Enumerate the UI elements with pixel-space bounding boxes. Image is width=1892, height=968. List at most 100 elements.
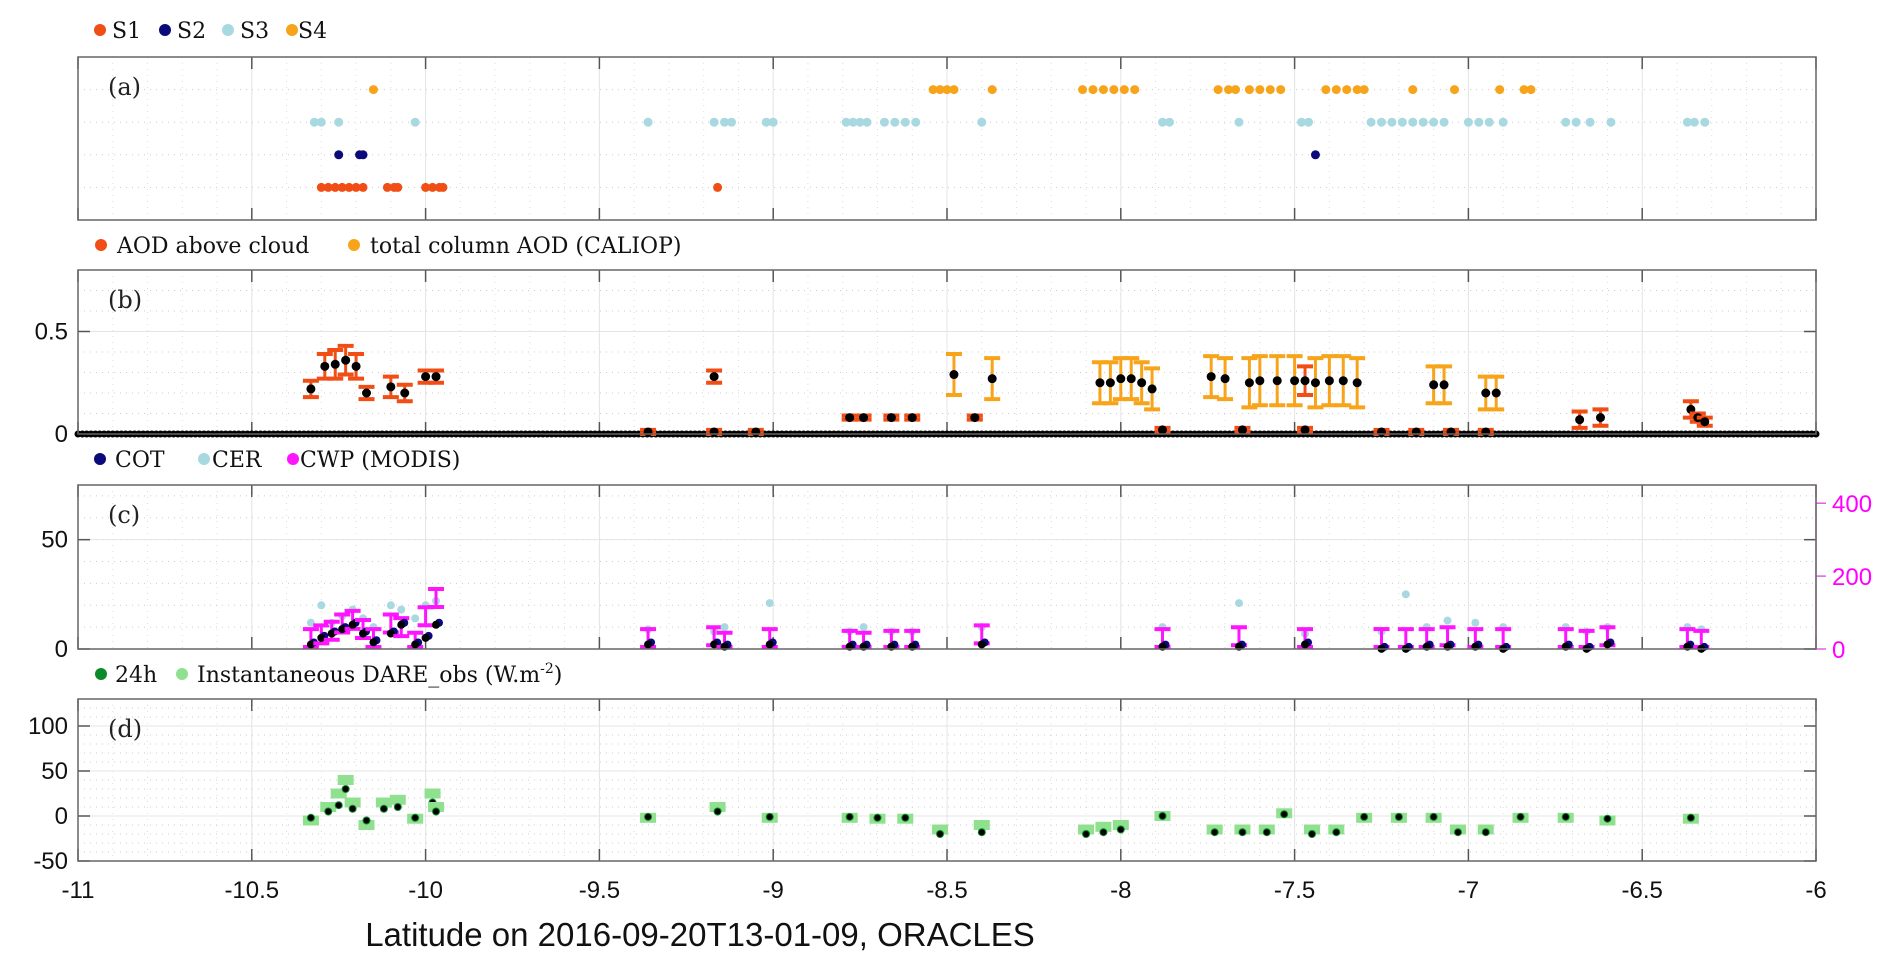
point-s1 — [421, 182, 431, 192]
point-aod — [1206, 372, 1216, 382]
point-aod — [949, 370, 959, 380]
point-instantaneous — [389, 794, 406, 805]
point-s1 — [344, 182, 354, 192]
point-cer — [317, 601, 326, 610]
point-s4 — [1408, 85, 1418, 95]
point-24h-mean — [1263, 829, 1270, 836]
point-s3 — [1377, 117, 1386, 127]
point-cot-mean — [421, 633, 430, 642]
panel-label: (d) — [108, 715, 142, 743]
point-24h-mean — [335, 802, 342, 809]
point-s4 — [368, 85, 378, 95]
legend-marker-instantaneous — [176, 668, 188, 680]
point-24h-mean — [349, 805, 356, 812]
legend-label-24h: 24h — [115, 663, 157, 688]
point-s3 — [1606, 117, 1616, 127]
point-s3 — [855, 117, 865, 127]
point-24h-mean — [1687, 814, 1694, 821]
point-s4 — [1130, 85, 1140, 95]
point-s4 — [1449, 85, 1459, 95]
legend-label-s2: S2 — [177, 19, 206, 44]
point-s3 — [848, 117, 858, 127]
point-s4 — [949, 85, 959, 95]
point-s4 — [928, 85, 938, 95]
point-s4 — [1224, 85, 1234, 95]
point-cer — [720, 623, 729, 632]
point-24h-mean — [1281, 811, 1288, 818]
point-s3 — [1585, 117, 1595, 127]
point-cer — [397, 605, 406, 614]
panel-label: (a) — [108, 73, 141, 101]
point-s4 — [1265, 85, 1275, 95]
x-tick-label: -10 — [408, 877, 443, 904]
point-s3 — [879, 117, 889, 127]
point-s4 — [1331, 85, 1341, 95]
point-aod — [709, 372, 719, 382]
point-aod — [1324, 376, 1334, 386]
point-instantaneous — [337, 775, 354, 785]
y-tick-label: 50 — [41, 527, 68, 554]
point-s3 — [1474, 117, 1484, 127]
legend-label-s3: S3 — [240, 19, 269, 44]
point-s3 — [1164, 117, 1174, 127]
point-s1 — [351, 182, 361, 192]
legend-b: AOD above cloud total column AOD (CALIOP… — [95, 234, 681, 259]
point-cot-mean — [977, 640, 986, 649]
point-instantaneous — [344, 797, 361, 808]
point-24h-mean — [433, 808, 440, 815]
point-aod — [306, 384, 316, 394]
x-tick-label: -6.5 — [1622, 877, 1663, 904]
legend-marker-cot — [94, 453, 106, 465]
legend-marker-cwp — [287, 453, 299, 465]
point-24h-mean — [363, 817, 370, 824]
legend-label-exponent: -2 — [540, 661, 554, 677]
point-instantaneous — [1078, 824, 1095, 835]
x-tick-label: -9 — [763, 877, 784, 904]
point-24h-mean — [902, 814, 909, 821]
point-instantaneous — [932, 824, 949, 835]
point-aod — [320, 361, 330, 371]
point-s3 — [1429, 117, 1439, 127]
point-s4 — [935, 85, 945, 95]
point-cot-mean — [432, 620, 441, 629]
axes-frame — [77, 484, 1817, 650]
point-aod — [1310, 378, 1320, 388]
point-cer — [306, 618, 315, 627]
point-instantaneous — [1112, 820, 1129, 830]
point-cot-mean — [317, 633, 326, 642]
x-tick-label: -10.5 — [224, 877, 279, 904]
legend-c: COT CER CWP (MODIS) — [94, 448, 460, 473]
point-s4 — [1342, 85, 1352, 95]
point-s3 — [890, 117, 900, 127]
point-aod — [421, 372, 431, 382]
point-aod — [643, 427, 653, 437]
point-aod — [1105, 378, 1115, 388]
point-s1 — [330, 182, 340, 192]
point-s1 — [337, 182, 347, 192]
point-s1 — [323, 182, 333, 192]
point-aod — [1700, 417, 1710, 427]
point-24h-mean — [1100, 829, 1107, 836]
point-24h-mean — [874, 814, 881, 821]
point-aod — [1595, 413, 1605, 423]
point-s3 — [1571, 117, 1581, 127]
point-s3 — [900, 117, 910, 127]
point-s1 — [438, 182, 448, 192]
legend-marker-total-aod — [348, 239, 360, 251]
point-s1 — [382, 182, 392, 192]
point-s3 — [1234, 117, 1244, 127]
point-cot-mean — [1603, 640, 1612, 649]
point-s4 — [1088, 85, 1098, 95]
point-aod — [1429, 380, 1439, 390]
point-s4 — [942, 85, 952, 95]
point-aod — [1220, 374, 1230, 384]
point-s3 — [1561, 117, 1571, 127]
legend-marker-s3 — [222, 24, 234, 36]
point-aod — [1137, 378, 1147, 388]
point-s3 — [410, 117, 420, 127]
point-24h-mean — [1454, 829, 1461, 836]
legend-label-close: ) — [554, 663, 563, 688]
y2-tick-label: 0 — [1832, 637, 1845, 664]
point-aod — [751, 427, 761, 437]
